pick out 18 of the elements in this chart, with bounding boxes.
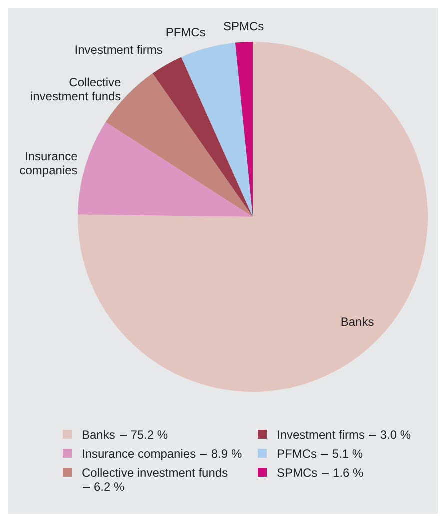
legend-label: PFMCs xyxy=(277,447,317,461)
legend-label: Investment firms xyxy=(277,428,366,442)
legend-label: SPMCs xyxy=(277,466,318,480)
data-label: 6.2 % xyxy=(94,480,125,494)
data-label: 8.9 % xyxy=(211,447,242,461)
legend-label: Banks xyxy=(82,428,116,442)
data-label: 1.6 % xyxy=(333,466,364,480)
data-label: 5.1 % xyxy=(332,447,364,461)
slice-label: PFMCs xyxy=(166,26,206,40)
slice-label: Collective investment funds xyxy=(30,75,122,104)
legend-label: Insurance companies xyxy=(82,447,196,461)
slice-label: Banks xyxy=(340,315,374,330)
slice-label: SPMCs xyxy=(223,20,264,34)
data-label: 3.0 % xyxy=(380,428,412,442)
legend-label: Collective investment funds xyxy=(82,466,228,480)
slice-label: Insurance companies xyxy=(20,150,78,178)
data-label: 75.2 % xyxy=(130,428,168,442)
slice-label: Investment firms xyxy=(74,43,163,58)
